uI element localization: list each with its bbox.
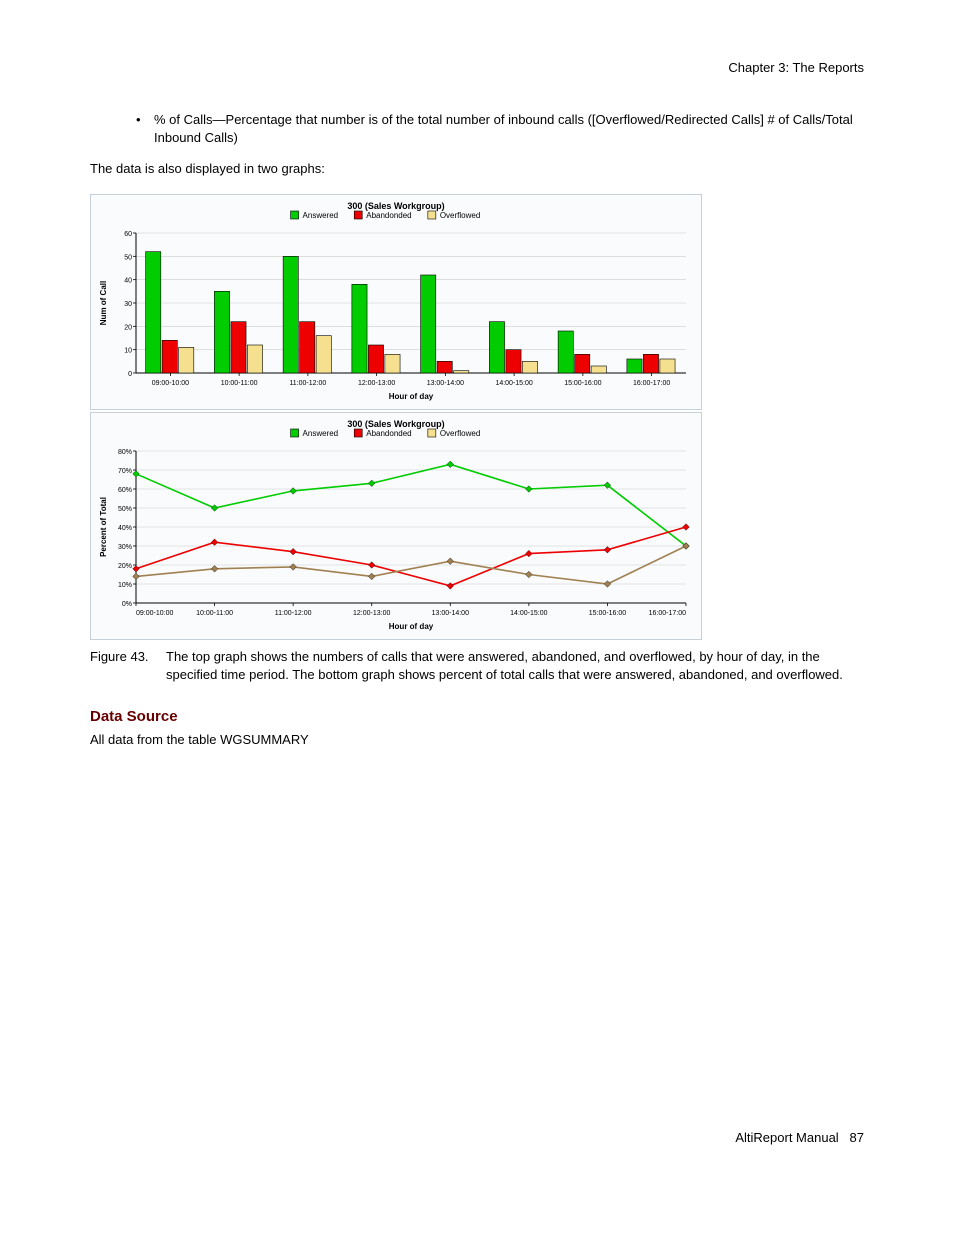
chapter-header: Chapter 3: The Reports xyxy=(90,60,864,75)
svg-text:09:00-10:00: 09:00-10:00 xyxy=(152,380,189,387)
svg-text:15:00-16:00: 15:00-16:00 xyxy=(564,380,601,387)
svg-text:300 (Sales Workgroup): 300 (Sales Workgroup) xyxy=(347,201,444,211)
bar-chart: 0 10 20 30 40 50 60 09:00-10:00 10:00-11:00 11:00… xyxy=(94,229,698,403)
svg-text:0%: 0% xyxy=(122,601,132,608)
footer-text: AltiReport Manual xyxy=(735,1130,838,1145)
svg-text:10: 10 xyxy=(124,347,132,354)
figure-label: Figure 43. xyxy=(90,648,166,684)
svg-text:30: 30 xyxy=(124,301,132,308)
svg-text:13:00-14:00: 13:00-14:00 xyxy=(427,380,464,387)
figure-text: The top graph shows the numbers of calls… xyxy=(166,648,864,684)
bar-chart-header: 300 (Sales Workgroup) Answered Abandonded O… xyxy=(94,198,698,226)
svg-text:60: 60 xyxy=(124,231,132,238)
svg-text:13:00-14:00: 13:00-14:00 xyxy=(432,610,469,617)
svg-text:70%: 70% xyxy=(118,468,132,475)
svg-text:10%: 10% xyxy=(118,582,132,589)
svg-text:14:00-15:00: 14:00-15:00 xyxy=(495,380,532,387)
svg-text:60%: 60% xyxy=(118,487,132,494)
line-chart-header: 300 (Sales Workgroup) Answered Abandonded O… xyxy=(94,416,698,444)
page-footer: AltiReport Manual 87 xyxy=(735,1130,864,1145)
svg-text:20: 20 xyxy=(124,324,132,331)
svg-text:300 (Sales Workgroup): 300 (Sales Workgroup) xyxy=(347,419,444,429)
footer-page-number: 87 xyxy=(850,1130,864,1145)
svg-text:12:00-13:00: 12:00-13:00 xyxy=(358,380,395,387)
svg-text:40: 40 xyxy=(124,277,132,284)
intro-text: The data is also displayed in two graphs… xyxy=(90,160,864,178)
svg-text:Answered: Answered xyxy=(303,211,339,220)
svg-text:20%: 20% xyxy=(118,563,132,570)
svg-text:10:00-11:00: 10:00-11:00 xyxy=(221,380,258,387)
svg-text:Overflowed: Overflowed xyxy=(440,211,480,220)
svg-text:Hour of day: Hour of day xyxy=(389,622,434,631)
section-heading-data-source: Data Source xyxy=(90,708,864,725)
svg-text:16:00-17:00: 16:00-17:00 xyxy=(649,610,686,617)
svg-text:14:00-15:00: 14:00-15:00 xyxy=(510,610,547,617)
line-chart-frame: 300 (Sales Workgroup) Answered Abandonded O… xyxy=(90,412,702,640)
svg-text:Num of Call: Num of Call xyxy=(99,280,108,324)
svg-text:Abandonded: Abandonded xyxy=(366,429,411,438)
bar-chart-frame: 300 (Sales Workgroup) Answered Abandonded O… xyxy=(90,194,702,410)
svg-text:40%: 40% xyxy=(118,525,132,532)
svg-text:30%: 30% xyxy=(118,544,132,551)
figure-caption: Figure 43. The top graph shows the numbe… xyxy=(90,648,864,684)
svg-text:Abandonded: Abandonded xyxy=(366,211,411,220)
svg-text:Answered: Answered xyxy=(303,429,339,438)
svg-text:15:00-16:00: 15:00-16:00 xyxy=(589,610,626,617)
svg-text:Overflowed: Overflowed xyxy=(440,429,480,438)
bullet-item: % of Calls—Percentage that number is of … xyxy=(154,111,864,146)
svg-text:11:00-12:00: 11:00-12:00 xyxy=(275,610,312,617)
line-chart: 0% 10% 20% 30% 40% 50% 60% 70% 80% 09:00-10:00 10:… xyxy=(94,447,698,633)
svg-text:80%: 80% xyxy=(118,449,132,456)
svg-text:11:00-12:00: 11:00-12:00 xyxy=(289,380,326,387)
svg-text:09:00-10:00: 09:00-10:00 xyxy=(136,610,173,617)
svg-text:50%: 50% xyxy=(118,506,132,513)
section-body-data-source: All data from the table WGSUMMARY xyxy=(90,731,864,749)
svg-text:12:00-13:00: 12:00-13:00 xyxy=(353,610,390,617)
svg-text:50: 50 xyxy=(124,254,132,261)
svg-text:16:00-17:00: 16:00-17:00 xyxy=(633,380,670,387)
svg-text:0: 0 xyxy=(128,371,132,378)
svg-text:Percent of Total: Percent of Total xyxy=(99,497,108,557)
svg-text:10:00-11:00: 10:00-11:00 xyxy=(196,610,233,617)
svg-text:Hour of day: Hour of day xyxy=(389,392,434,401)
